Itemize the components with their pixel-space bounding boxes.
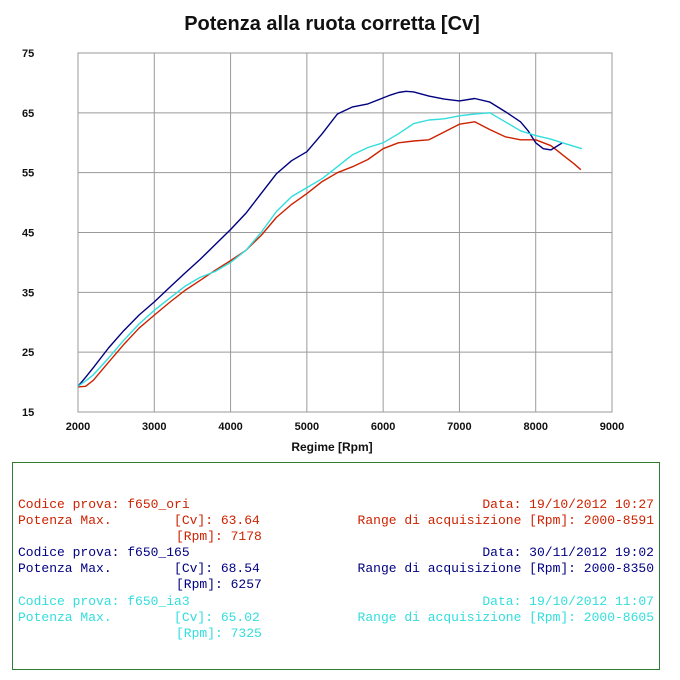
x-tick-label: 6000: [371, 421, 395, 433]
test-1-date: Data: 19/10/2012 10:27: [482, 497, 654, 512]
chart-grid: [77, 52, 613, 413]
x-tick-label: 5000: [295, 421, 319, 433]
power-chart: Potenza alla ruota corretta [Cv] 2000 300…: [22, 13, 624, 454]
test-2-rpm: [Rpm]: 6257: [176, 577, 262, 592]
test-2-date: Data: 30/11/2012 19:02: [482, 545, 654, 560]
y-tick-label: 65: [22, 108, 34, 120]
test-1-code: Codice prova: f650_ori: [18, 497, 190, 512]
y-tick-label: 55: [22, 168, 34, 180]
y-tick-label: 15: [22, 407, 34, 419]
chart-axes: 2000 3000 4000 5000 6000 7000 8000 9000 15 25 35 45…: [22, 48, 624, 433]
x-tick-label: 4000: [218, 421, 242, 433]
test-3-code: Codice prova: f650_ia3: [18, 594, 190, 609]
test-3-rpm: [Rpm]: 7325: [176, 626, 262, 641]
chart-series: [77, 90, 583, 388]
test-summary-panel: Codice prova: f650_ori Data: 19/10/2012 …: [12, 462, 660, 670]
series-line-3: [77, 112, 583, 387]
x-axis-label: Regime [Rpm]: [291, 440, 372, 454]
series-line-1: [77, 121, 582, 388]
test-3-range: Range di acquisizione [Rpm]: 2000-8605: [357, 610, 654, 625]
test-3-date: Data: 19/10/2012 11:07: [482, 594, 654, 609]
y-tick-label: 75: [22, 48, 34, 60]
test-2-code: Codice prova: f650_165: [18, 545, 190, 560]
y-tick-label: 25: [22, 347, 34, 359]
test-2-power: Potenza Max. [Cv]: 68.54: [18, 561, 260, 576]
x-tick-label: 8000: [523, 421, 547, 433]
x-tick-label: 7000: [447, 421, 471, 433]
test-1-power: Potenza Max. [Cv]: 63.64: [18, 513, 260, 528]
y-tick-label: 45: [22, 228, 34, 240]
test-1-range: Range di acquisizione [Rpm]: 2000-8591: [357, 513, 654, 528]
series-line-2: [77, 90, 563, 387]
y-tick-label: 35: [22, 287, 34, 299]
chart-title: Potenza alla ruota corretta [Cv]: [184, 13, 480, 35]
test-3-power: Potenza Max. [Cv]: 65.02: [18, 610, 260, 625]
test-1-rpm: [Rpm]: 7178: [176, 529, 262, 544]
test-2-range: Range di acquisizione [Rpm]: 2000-8350: [357, 561, 654, 576]
x-tick-label: 2000: [66, 421, 90, 433]
x-tick-label: 9000: [600, 421, 624, 433]
x-tick-label: 3000: [142, 421, 166, 433]
